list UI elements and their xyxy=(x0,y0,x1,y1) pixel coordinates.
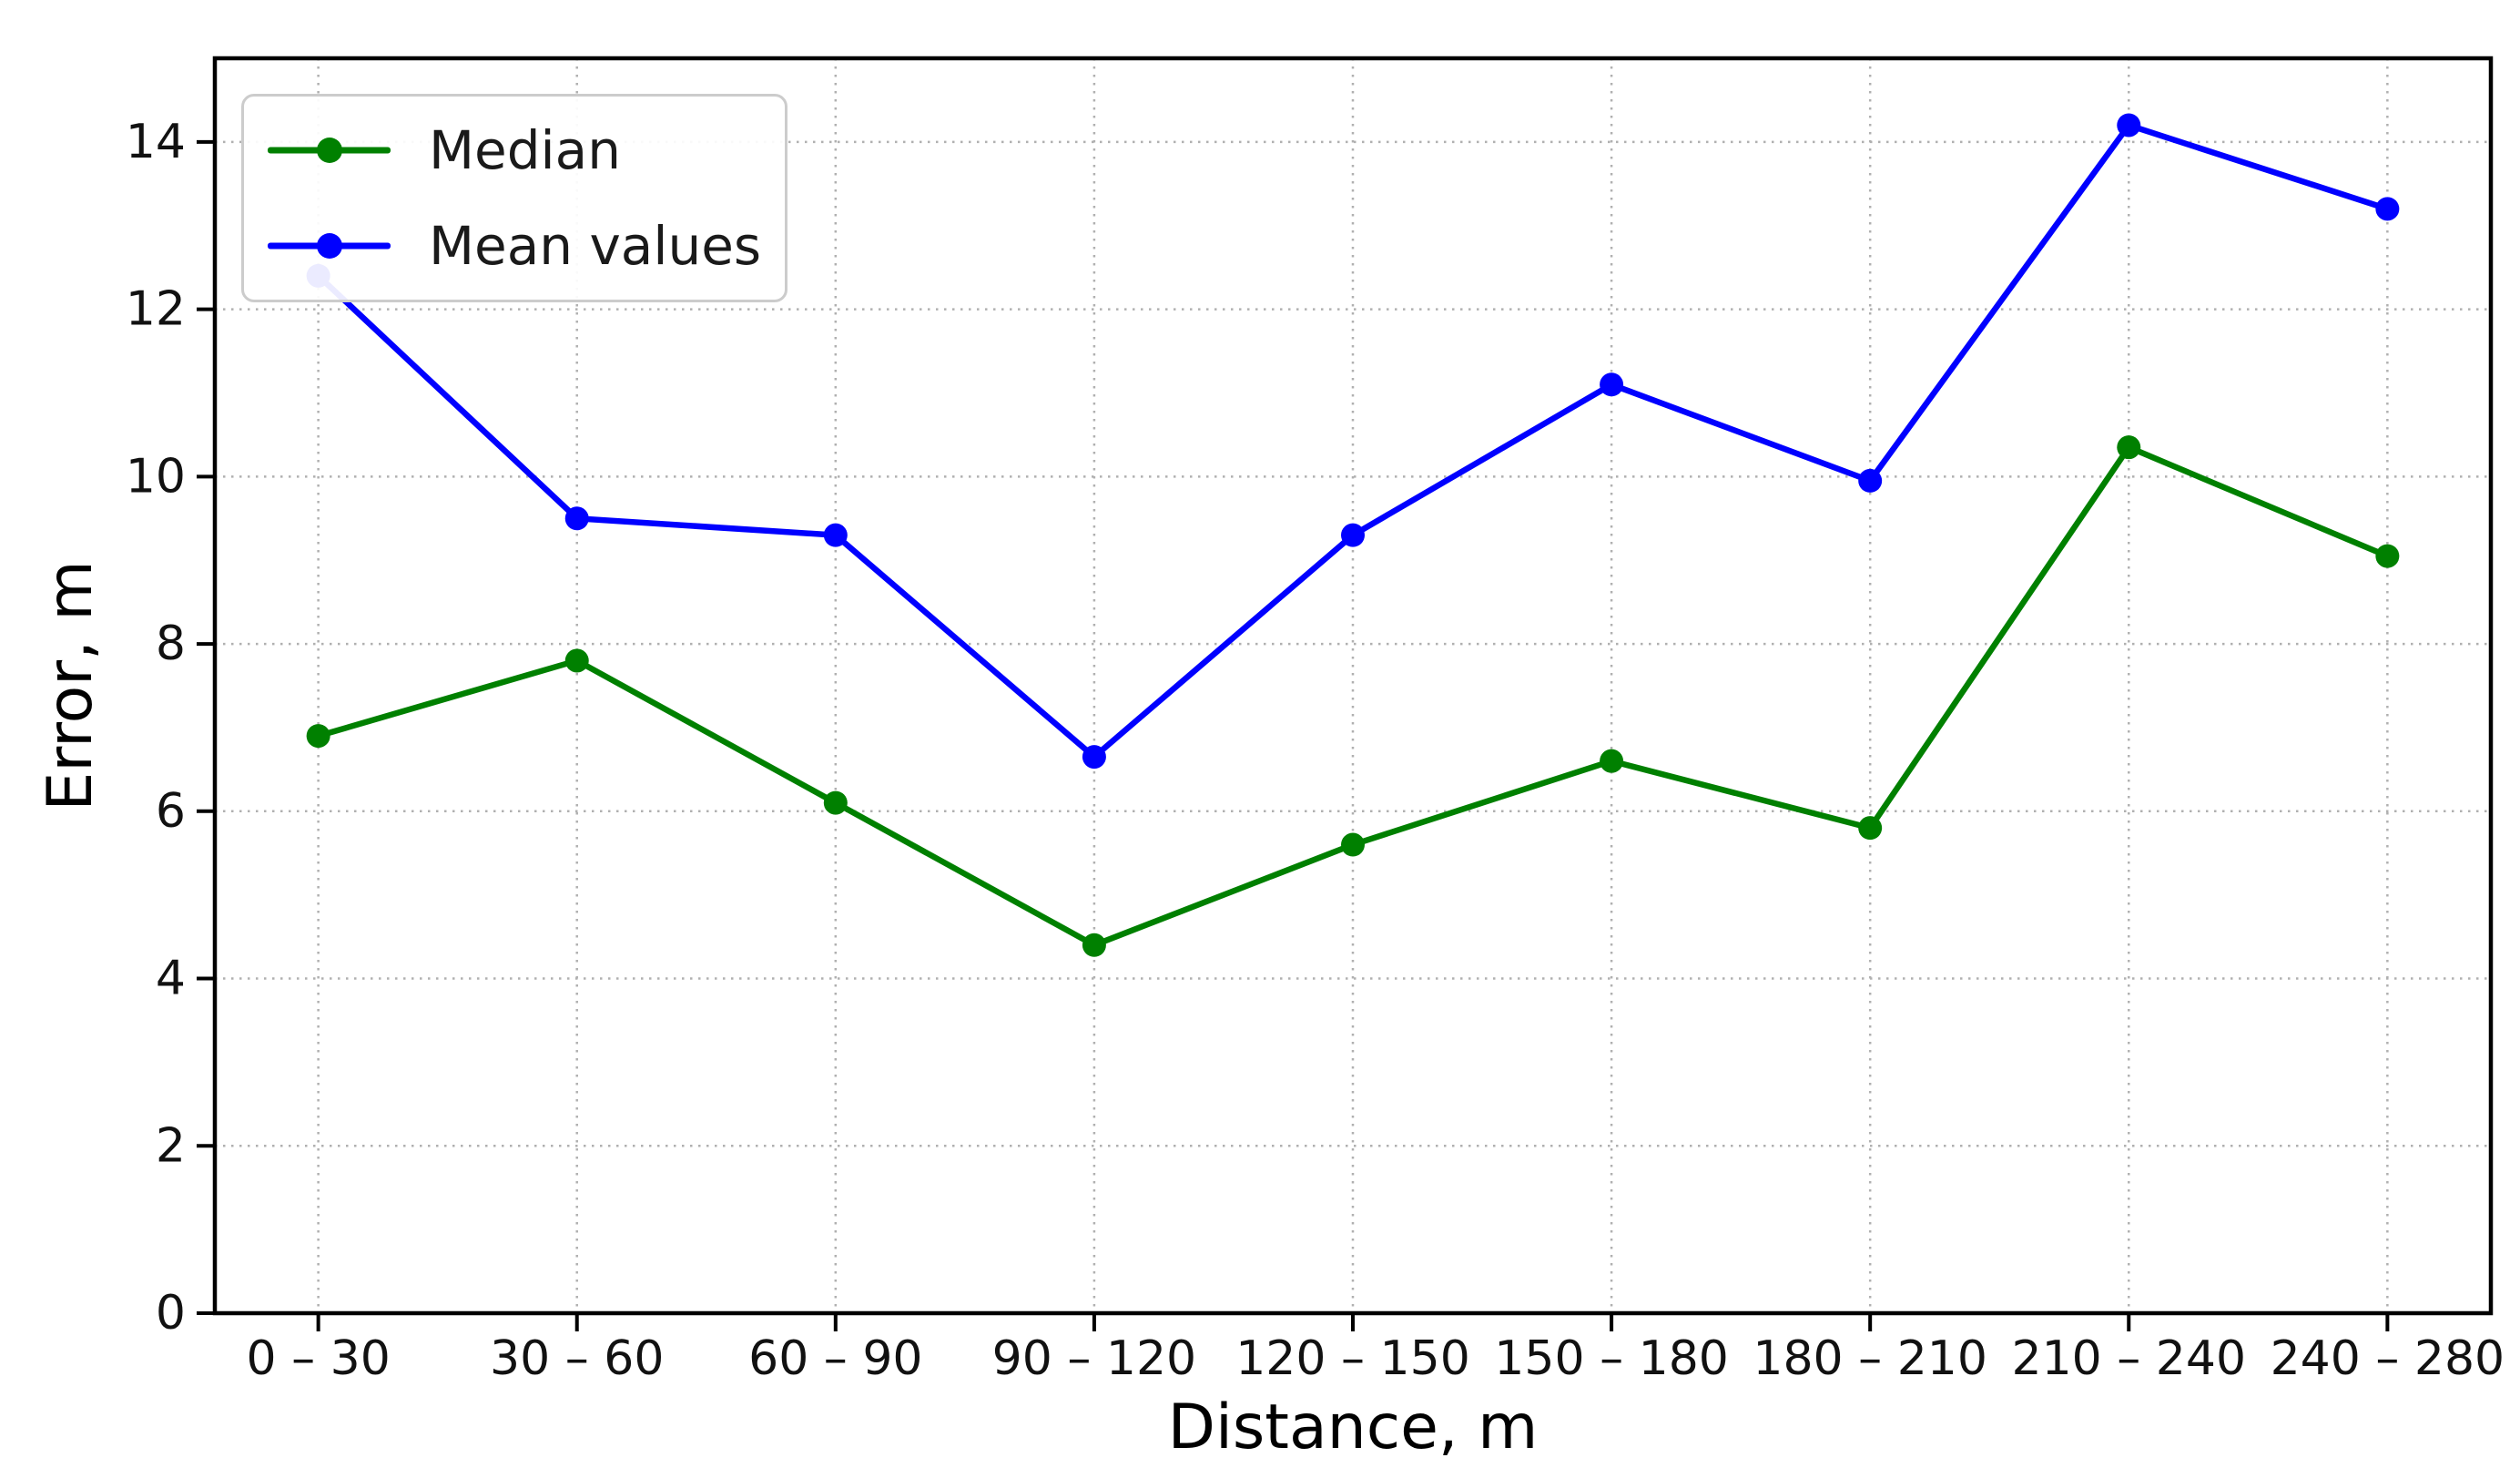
data-point xyxy=(823,523,848,547)
data-point xyxy=(1600,372,1624,397)
legend-item: Mean values xyxy=(244,219,785,272)
x-tick-label: 120 – 150 xyxy=(1235,1331,1470,1386)
data-point xyxy=(1082,745,1106,770)
legend-label: Mean values xyxy=(429,215,762,278)
x-tick-label: 240 – 280 xyxy=(2271,1331,2505,1386)
y-tick-label: 0 xyxy=(156,1286,186,1341)
legend-marker-icon xyxy=(268,137,391,163)
y-axis-title: Error, m xyxy=(35,560,107,811)
x-tick-label: 0 – 30 xyxy=(246,1331,390,1386)
y-tick-label: 10 xyxy=(126,449,186,504)
y-tick-label: 12 xyxy=(126,282,186,337)
legend-label: Median xyxy=(429,118,621,181)
y-tick-label: 8 xyxy=(156,617,186,671)
x-tick-label: 210 – 240 xyxy=(2011,1331,2246,1386)
data-point xyxy=(2375,197,2400,221)
y-tick-label: 4 xyxy=(156,952,186,1006)
x-axis-title: Distance, m xyxy=(1167,1392,1539,1463)
y-tick-label: 14 xyxy=(126,115,186,169)
x-tick-label: 60 – 90 xyxy=(748,1331,922,1386)
data-point xyxy=(1341,832,1365,857)
y-tick-label: 2 xyxy=(156,1118,186,1173)
data-point xyxy=(1858,468,1883,493)
data-point xyxy=(1600,749,1624,773)
x-tick-label: 180 – 210 xyxy=(1753,1331,1987,1386)
data-point xyxy=(306,724,330,749)
x-tick-label: 150 – 180 xyxy=(1494,1331,1729,1386)
x-tick-label: 30 – 60 xyxy=(490,1331,664,1386)
data-point xyxy=(1082,933,1106,957)
legend-item: Median xyxy=(244,124,785,177)
data-point xyxy=(564,648,589,673)
data-point xyxy=(564,506,589,531)
data-point xyxy=(1858,816,1883,841)
data-point xyxy=(823,790,848,815)
data-point xyxy=(1341,523,1365,547)
data-point xyxy=(2375,544,2400,568)
x-tick-label: 90 – 120 xyxy=(992,1331,1196,1386)
legend-marker-icon xyxy=(268,233,391,260)
data-point xyxy=(2117,113,2141,138)
legend: Median Mean values xyxy=(241,94,788,302)
data-point xyxy=(2117,435,2141,460)
y-tick-label: 6 xyxy=(156,784,186,839)
